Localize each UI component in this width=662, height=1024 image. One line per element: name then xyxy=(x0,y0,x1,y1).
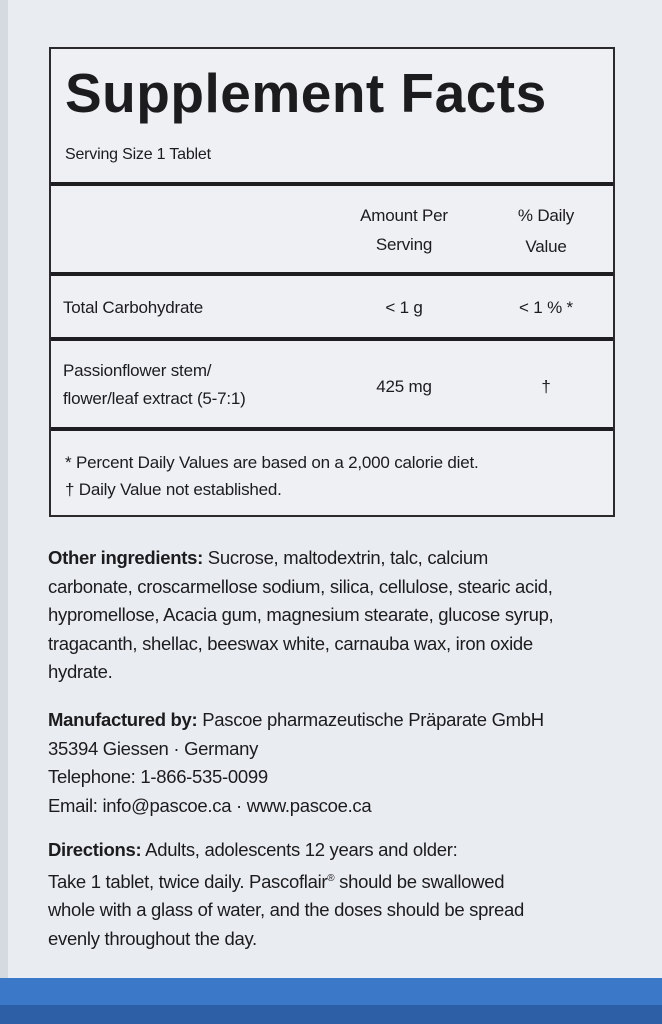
ingredients-line: Sucrose, maltodextrin, talc, calcium xyxy=(202,547,488,568)
manufacturer-address: 35394 Giessen · Germany xyxy=(48,737,259,759)
facts-title: Supplement Facts xyxy=(65,62,547,124)
row-name: Total Carbohydrate xyxy=(63,298,204,317)
directions-line: Adults, adolescents 12 years and older: xyxy=(141,839,458,860)
row-daily-value: † xyxy=(541,377,551,396)
serving-size: Serving Size 1 Tablet xyxy=(65,146,211,163)
header-dv-line2: Value xyxy=(525,237,567,256)
footnote-percent: * Percent Daily Values are based on a 2,… xyxy=(65,453,479,472)
ingredients-line: tragacanth, shellac, beeswax white, carn… xyxy=(48,632,533,654)
row-name-cont: flower/leaf extract (5-7:1) xyxy=(63,389,246,408)
header-daily-value: % Daily Value xyxy=(491,206,601,257)
directions-line: should be swallowed xyxy=(334,870,505,892)
manufacturer-contact: Email: info@pascoe.ca · www.pascoe.ca xyxy=(48,794,372,816)
divider xyxy=(51,427,613,431)
manufacturer-info: Manufactured by: Pascoe pharmazeutische … xyxy=(48,706,544,820)
other-ingredients: Other ingredients: Sucrose, maltodextrin… xyxy=(48,544,554,687)
manufacturer-telephone: Telephone: 1-866-535-0099 xyxy=(48,766,268,787)
directions-label: Directions: xyxy=(48,839,142,860)
row-amount: < 1 g xyxy=(385,298,423,317)
ingredients-line: hydrate. xyxy=(48,661,113,682)
row-name: Passionflower stem/ xyxy=(63,361,212,380)
header-amount-line1: Amount Per xyxy=(360,206,448,225)
directions-line: evenly throughout the day. xyxy=(48,927,257,949)
ingredients-line: hypromellose, Acacia gum, magnesium stea… xyxy=(48,604,554,625)
row-amount: 425 mg xyxy=(376,377,432,396)
header-dv-line1: % Daily xyxy=(517,206,575,225)
divider xyxy=(51,337,613,341)
header-amount: Amount Per Serving xyxy=(329,206,479,255)
ingredients-label: Other ingredients: xyxy=(48,547,203,568)
manufacturer-name: Pascoe pharmazeutische Präparate GmbH xyxy=(197,709,544,730)
registered-mark: ® xyxy=(327,872,335,884)
directions-line: Take 1 tablet, twice daily. Pascoflair xyxy=(48,870,328,892)
manufacturer-label: Manufactured by: xyxy=(48,709,198,730)
directions: Directions: Adults, adolescents 12 years… xyxy=(48,836,524,953)
divider xyxy=(51,272,613,276)
ingredients-line: carbonate, croscarmellose sodium, silica… xyxy=(48,575,553,597)
divider xyxy=(51,182,613,186)
footnote-dagger: † Daily Value not established. xyxy=(65,480,282,499)
directions-line: whole with a glass of water, and the dos… xyxy=(48,899,524,921)
header-amount-line2: Serving xyxy=(375,235,433,254)
supplement-facts-panel: Supplement Facts Serving Size 1 Tablet A… xyxy=(49,47,615,517)
blue-band-bottom xyxy=(0,1005,662,1024)
row-daily-value: < 1 % * xyxy=(519,298,573,317)
box-edge xyxy=(0,0,8,1024)
